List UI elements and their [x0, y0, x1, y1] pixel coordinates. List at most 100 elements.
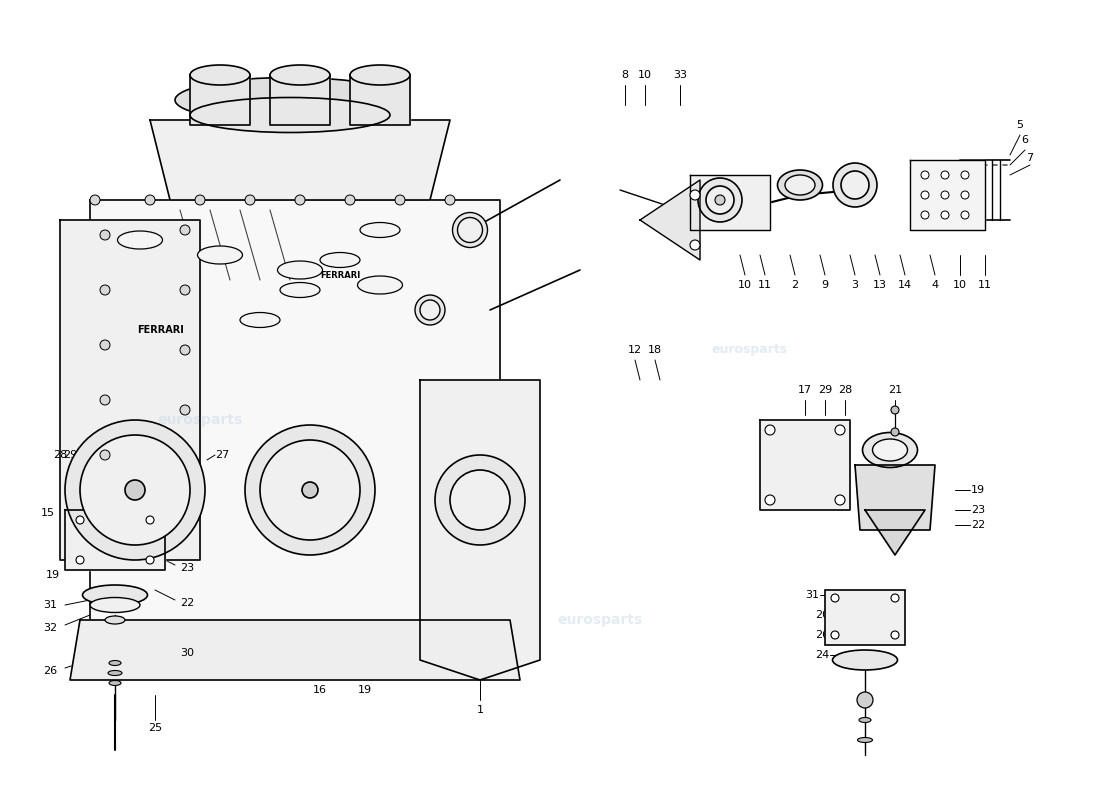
Polygon shape	[420, 380, 540, 680]
Ellipse shape	[358, 276, 403, 294]
Text: 11: 11	[978, 280, 992, 290]
Polygon shape	[760, 420, 850, 510]
Text: 31: 31	[805, 590, 820, 600]
Circle shape	[961, 191, 969, 199]
Text: 29: 29	[818, 385, 832, 395]
Ellipse shape	[109, 681, 121, 686]
Text: 7: 7	[1026, 153, 1034, 163]
Circle shape	[100, 285, 110, 295]
Circle shape	[302, 482, 318, 498]
Circle shape	[891, 428, 899, 436]
Circle shape	[921, 211, 929, 219]
Bar	[825, 590, 905, 645]
Circle shape	[76, 516, 84, 524]
Circle shape	[100, 450, 110, 460]
Circle shape	[446, 195, 455, 205]
Circle shape	[833, 163, 877, 207]
Polygon shape	[90, 200, 500, 640]
Polygon shape	[350, 75, 410, 125]
Text: 22: 22	[971, 520, 986, 530]
Circle shape	[857, 692, 873, 708]
Circle shape	[764, 425, 776, 435]
Text: 26: 26	[43, 666, 57, 676]
Ellipse shape	[862, 433, 917, 467]
Ellipse shape	[118, 231, 163, 249]
Text: 19: 19	[46, 570, 60, 580]
Text: 5: 5	[1016, 120, 1023, 130]
Circle shape	[180, 225, 190, 235]
Text: 10: 10	[738, 280, 752, 290]
Text: 21: 21	[78, 450, 92, 460]
Circle shape	[100, 395, 110, 405]
Ellipse shape	[82, 585, 147, 605]
Polygon shape	[60, 220, 200, 560]
Ellipse shape	[360, 222, 400, 238]
Circle shape	[961, 171, 969, 179]
Text: eurosparts: eurosparts	[558, 613, 642, 627]
Ellipse shape	[350, 65, 410, 85]
Text: FERRARI: FERRARI	[320, 270, 360, 279]
Polygon shape	[690, 175, 770, 230]
Text: 20: 20	[815, 610, 829, 620]
Ellipse shape	[415, 295, 446, 325]
Circle shape	[940, 191, 949, 199]
Ellipse shape	[277, 261, 322, 279]
Text: 31: 31	[43, 600, 57, 610]
Text: 16: 16	[314, 685, 327, 695]
Circle shape	[76, 556, 84, 564]
Polygon shape	[855, 465, 935, 530]
Circle shape	[100, 230, 110, 240]
Circle shape	[125, 480, 145, 500]
Text: 29: 29	[63, 450, 77, 460]
Text: 25: 25	[147, 723, 162, 733]
Circle shape	[835, 425, 845, 435]
Polygon shape	[270, 75, 330, 125]
Text: 17: 17	[798, 385, 812, 395]
Text: 2: 2	[791, 280, 799, 290]
Text: 9: 9	[822, 280, 828, 290]
Polygon shape	[190, 75, 250, 125]
Text: 18: 18	[648, 345, 662, 355]
Text: 28: 28	[838, 385, 853, 395]
Circle shape	[891, 594, 899, 602]
Text: 11: 11	[758, 280, 772, 290]
Text: 4: 4	[932, 280, 938, 290]
Text: 15: 15	[41, 508, 55, 518]
Polygon shape	[640, 180, 700, 260]
Circle shape	[65, 420, 205, 560]
Text: 10: 10	[953, 280, 967, 290]
Circle shape	[145, 195, 155, 205]
Ellipse shape	[320, 253, 360, 267]
Ellipse shape	[108, 670, 122, 675]
Ellipse shape	[240, 313, 280, 327]
Text: 6: 6	[1022, 135, 1028, 145]
Text: 33: 33	[673, 70, 688, 80]
Text: 24: 24	[815, 650, 829, 660]
Ellipse shape	[420, 300, 440, 320]
Text: 19: 19	[358, 685, 372, 695]
Ellipse shape	[175, 78, 405, 122]
Circle shape	[80, 435, 190, 545]
Polygon shape	[65, 510, 165, 570]
Polygon shape	[70, 620, 520, 680]
Polygon shape	[910, 160, 984, 230]
Circle shape	[891, 406, 899, 414]
Ellipse shape	[109, 661, 121, 666]
Ellipse shape	[90, 598, 140, 613]
Text: 27: 27	[214, 450, 229, 460]
Ellipse shape	[190, 65, 250, 85]
Ellipse shape	[104, 616, 125, 624]
Ellipse shape	[198, 246, 242, 264]
Text: 23: 23	[971, 505, 986, 515]
Circle shape	[90, 195, 100, 205]
Circle shape	[842, 171, 869, 199]
Circle shape	[395, 195, 405, 205]
Text: 23: 23	[180, 563, 194, 573]
Text: 3: 3	[851, 280, 858, 290]
Circle shape	[706, 186, 734, 214]
Text: 1: 1	[476, 705, 484, 715]
Text: 30: 30	[180, 648, 194, 658]
Text: 14: 14	[898, 280, 912, 290]
Text: FERRARI: FERRARI	[136, 325, 184, 335]
Ellipse shape	[833, 650, 898, 670]
